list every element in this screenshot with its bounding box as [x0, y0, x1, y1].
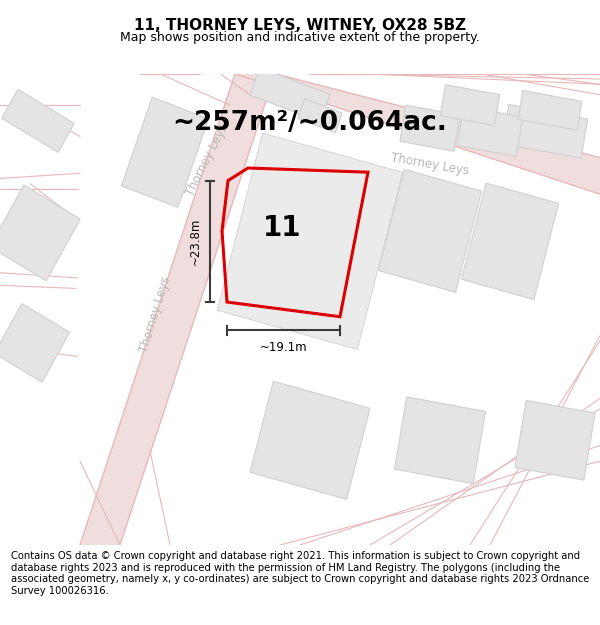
Polygon shape: [217, 133, 403, 349]
Text: ~23.8m: ~23.8m: [189, 217, 202, 265]
Polygon shape: [400, 105, 460, 151]
Text: Thorney Leys: Thorney Leys: [390, 152, 470, 178]
Polygon shape: [0, 185, 80, 281]
Text: Map shows position and indicative extent of the property.: Map shows position and indicative extent…: [120, 31, 480, 44]
Polygon shape: [379, 169, 482, 292]
Polygon shape: [502, 104, 587, 158]
Polygon shape: [515, 401, 595, 480]
Polygon shape: [250, 381, 370, 499]
Text: 11: 11: [263, 214, 301, 243]
Polygon shape: [80, 74, 275, 545]
Text: Contains OS data © Crown copyright and database right 2021. This information is : Contains OS data © Crown copyright and d…: [11, 551, 589, 596]
Polygon shape: [395, 397, 485, 484]
Polygon shape: [2, 89, 74, 152]
Text: Thorney Leys: Thorney Leys: [137, 275, 173, 354]
Polygon shape: [121, 98, 209, 208]
Text: Thorney Leys: Thorney Leys: [184, 122, 230, 198]
Text: 11, THORNEY LEYS, WITNEY, OX28 5BZ: 11, THORNEY LEYS, WITNEY, OX28 5BZ: [134, 18, 466, 32]
Polygon shape: [461, 183, 559, 299]
Polygon shape: [235, 74, 600, 194]
Text: ~257m²/~0.064ac.: ~257m²/~0.064ac.: [173, 111, 448, 136]
Polygon shape: [457, 106, 523, 156]
Polygon shape: [518, 91, 582, 130]
Polygon shape: [250, 68, 330, 122]
Text: ~19.1m: ~19.1m: [260, 341, 307, 354]
Polygon shape: [298, 99, 342, 132]
Polygon shape: [0, 304, 70, 382]
Polygon shape: [440, 85, 500, 126]
